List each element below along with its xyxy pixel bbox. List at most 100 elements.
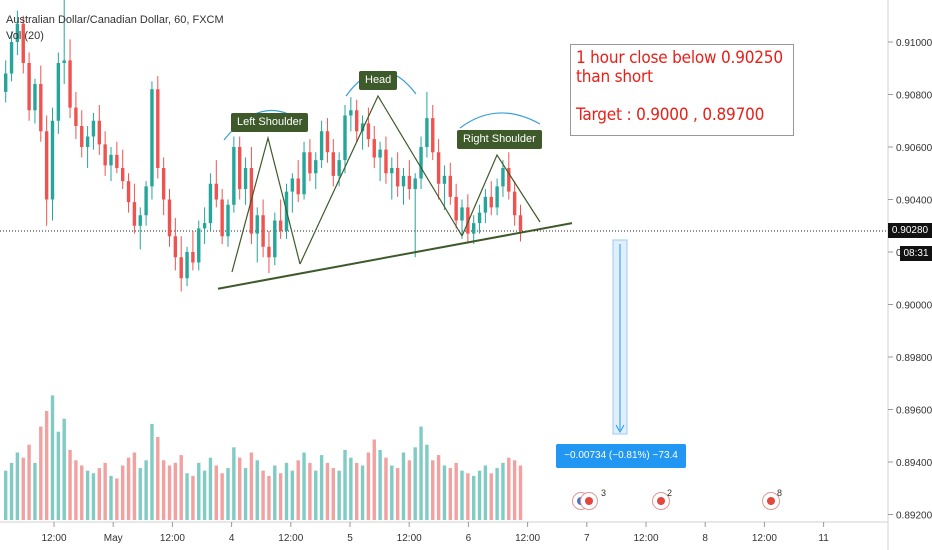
- time-tick-label: 12:00: [278, 533, 303, 544]
- symbol-title: Australian Dollar/Canadian Dollar, 60, F…: [6, 14, 224, 26]
- candle-body: [173, 236, 178, 258]
- volume-bar: [466, 473, 470, 520]
- candle-body: [202, 223, 207, 229]
- candle-body: [401, 175, 406, 187]
- label-right-shoulder[interactable]: Right Shoulder: [457, 130, 542, 149]
- candle-body: [220, 199, 224, 237]
- volume-bar: [220, 473, 224, 520]
- price-tick-label: 0.89400: [896, 458, 932, 469]
- candle-body: [477, 212, 482, 224]
- volume-bar: [319, 455, 324, 520]
- volume-bar: [103, 462, 107, 520]
- volume-bar: [261, 470, 265, 520]
- volume-bar: [249, 452, 254, 520]
- volume-bar: [413, 447, 417, 520]
- time-tick-label: 12:00: [633, 533, 658, 544]
- volume-bar: [161, 460, 166, 520]
- candle-body: [9, 42, 14, 74]
- candle-body: [156, 89, 160, 168]
- volume-bar: [325, 462, 330, 520]
- event-badge-1[interactable]: 3: [572, 488, 606, 512]
- candle-body: [384, 149, 388, 174]
- candle-body: [419, 147, 423, 179]
- candle-body: [109, 154, 113, 166]
- candle-body: [290, 178, 295, 192]
- candle-body: [126, 181, 131, 203]
- volume-bar: [173, 462, 178, 520]
- candle-body: [472, 223, 476, 234]
- volume-bar: [144, 460, 148, 520]
- candle-body: [501, 168, 505, 187]
- trade-note[interactable]: 1 hour close below 0.90250 than short Ta…: [570, 44, 794, 136]
- left-shoulder-triangle: [231, 135, 301, 273]
- volume-bar: [202, 470, 207, 520]
- price-tick-label: 0.90600: [896, 143, 932, 154]
- volume-bar: [343, 449, 347, 520]
- candle-body: [255, 215, 259, 234]
- volume-bar: [366, 452, 371, 520]
- candle-body: [489, 196, 493, 208]
- event-count: 2: [667, 488, 673, 498]
- volume-bar: [62, 418, 66, 520]
- candle-body: [325, 131, 330, 153]
- price-tick-label: 0.89800: [896, 353, 932, 364]
- candle-body: [226, 204, 230, 237]
- volume-series: [4, 395, 523, 520]
- label-left-shoulder[interactable]: Left Shoulder: [231, 113, 309, 132]
- candle-body: [44, 131, 49, 200]
- time-tick-label: 4: [229, 533, 235, 544]
- candle-body: [80, 126, 84, 147]
- candle-body: [85, 136, 90, 147]
- event-count: 8: [777, 488, 783, 498]
- candle-body: [431, 118, 435, 153]
- price-tick-label: 0.90400: [896, 196, 932, 207]
- candle-body: [27, 63, 31, 111]
- price-tick-label: 0.89600: [896, 406, 932, 417]
- candle-body: [185, 252, 189, 279]
- candle-body: [197, 228, 201, 263]
- time-tick-label: 11: [818, 533, 829, 544]
- volume-bar: [454, 462, 458, 520]
- volume-bar: [191, 475, 195, 520]
- candle-body: [33, 84, 37, 111]
- candle-body: [425, 118, 429, 147]
- candle-body: [390, 168, 394, 174]
- volume-bar: [156, 436, 160, 520]
- candle-body: [232, 147, 236, 205]
- candle-body: [4, 73, 8, 92]
- candle-body: [21, 23, 25, 63]
- candle-body: [319, 131, 324, 161]
- time-tick-label: 6: [466, 533, 472, 544]
- time-tick-label: 12:00: [160, 533, 185, 544]
- candle-body: [50, 120, 55, 200]
- time-tick-label: 12:00: [752, 533, 777, 544]
- label-head[interactable]: Head: [359, 71, 398, 90]
- candle-body: [436, 152, 441, 184]
- event-badge-2[interactable]: 2: [652, 488, 672, 512]
- candle-body: [495, 186, 499, 208]
- candle-body: [15, 23, 20, 42]
- price-tick-label: 0.89200: [896, 511, 932, 522]
- volume-bar: [436, 455, 441, 520]
- candle-body: [62, 60, 66, 63]
- volume-bar: [115, 478, 119, 520]
- volume-bar: [132, 452, 137, 520]
- volume-bar: [91, 473, 96, 520]
- volume-bar: [267, 475, 271, 520]
- volume-bar: [448, 468, 452, 520]
- time-tick-label: 5: [347, 533, 353, 544]
- volume-bar: [226, 468, 230, 520]
- candle-body: [407, 175, 412, 189]
- time-tick-label: 7: [584, 533, 590, 544]
- candle-body: [97, 120, 101, 145]
- candle-body: [115, 154, 119, 168]
- volume-bar: [384, 457, 388, 520]
- volume-label: Vol (20): [6, 30, 44, 42]
- candle-body: [179, 257, 183, 279]
- event-badge-3[interactable]: 8: [762, 488, 782, 512]
- candle-body: [395, 168, 400, 187]
- volume-bar: [518, 465, 523, 520]
- measure-label[interactable]: −0.00734 (−0.81%) −73.4: [556, 444, 686, 468]
- candle-body: [483, 196, 488, 213]
